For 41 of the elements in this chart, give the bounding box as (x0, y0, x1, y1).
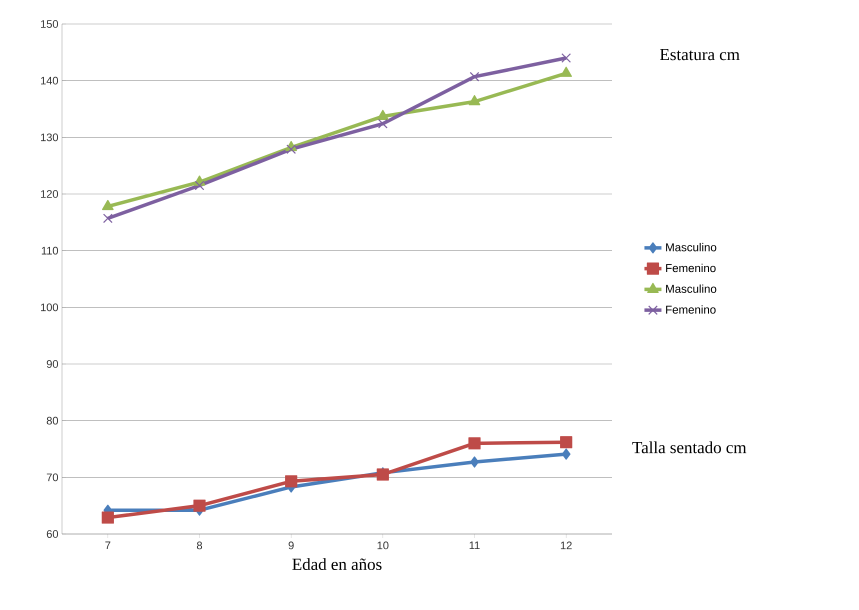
y-tick-label: 80 (46, 416, 58, 425)
y-tick-label: 100 (41, 303, 58, 312)
y-tick-label: 90 (46, 360, 58, 368)
y-tick-label: 60 (46, 530, 58, 538)
point (376, 468, 389, 481)
x-tick-label: 7 (105, 542, 110, 550)
x-tick-label: 8 (196, 542, 202, 550)
point (102, 511, 114, 524)
point (560, 436, 572, 448)
point (560, 66, 572, 77)
point (285, 475, 298, 488)
point (194, 180, 204, 190)
x-tick-label: 9 (288, 542, 294, 550)
y-tick-label: 110 (42, 246, 58, 255)
point (102, 214, 113, 224)
point (377, 110, 389, 120)
legend-label: Femenino (666, 305, 716, 314)
point (378, 118, 388, 129)
legend-label: Masculino (666, 284, 716, 293)
legend-label: Masculino (666, 242, 716, 252)
y-tick-label: 70 (46, 473, 58, 482)
point (102, 200, 114, 210)
y-tick-label: 130 (41, 133, 58, 142)
y-tick-label: 150 (41, 20, 58, 28)
point (470, 456, 479, 468)
x-tick-label: 12 (560, 542, 572, 550)
x-tick-label: 10 (378, 542, 388, 550)
legend-label: Femenino (666, 264, 716, 272)
point (562, 448, 571, 460)
y-tick-label: 140 (41, 76, 58, 85)
point (286, 144, 296, 154)
y-tick-label: 120 (41, 190, 58, 198)
x-axis-title: Edad en años (292, 558, 382, 570)
text: Talla sentado cm (632, 441, 746, 454)
text: Estatura cm (660, 48, 740, 60)
point (468, 95, 480, 106)
point (193, 500, 206, 512)
point (470, 72, 480, 82)
point (468, 437, 481, 450)
point (561, 53, 572, 63)
x-tick-label: 11 (470, 542, 480, 550)
